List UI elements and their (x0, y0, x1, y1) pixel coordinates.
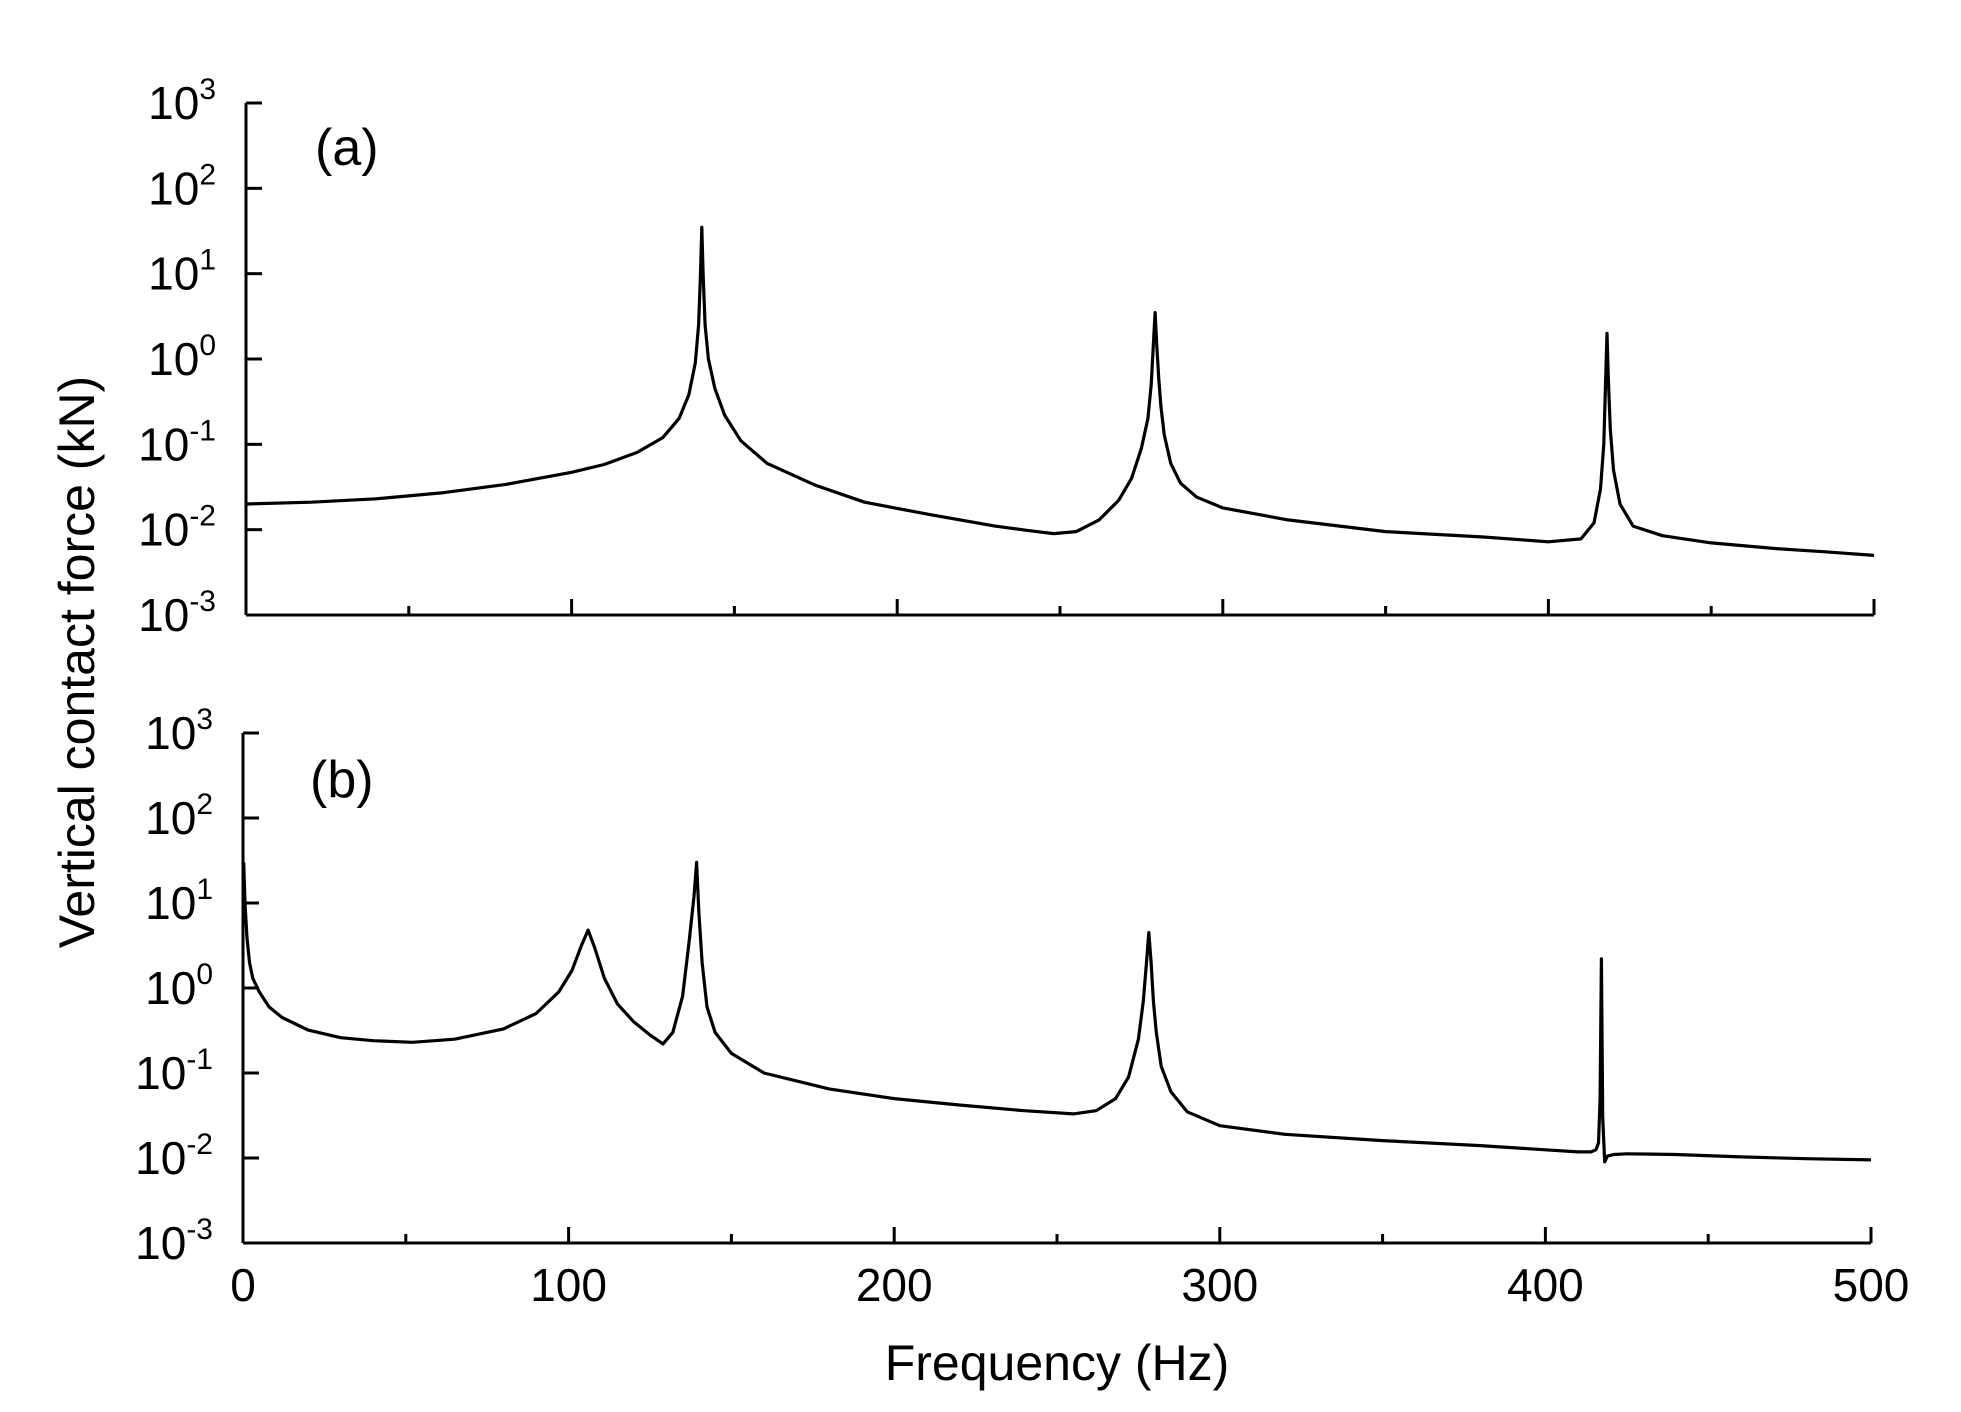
panel-a-label: (a) (315, 119, 379, 177)
panel-b-x-tick-label-0: 0 (230, 1259, 256, 1311)
y-axis-title: Vertical contact force (kN) (49, 376, 105, 948)
panel-b-y-tick-label-2: 101 (145, 873, 213, 929)
panel-a: 103 102 101 100 10-1 10-2 10-3 (a) (138, 73, 1876, 641)
panel-b-series-line (242, 860, 1872, 1164)
panel-a-y-tick-label-5: 10-2 (138, 500, 216, 556)
panel-b-x-ticks: 0 100 200 300 400 500 (230, 1227, 1909, 1311)
panel-b-y-tick-label-4: 10-1 (135, 1043, 213, 1099)
panel-b-label: (b) (310, 751, 374, 809)
panel-b-y-tick-label-5: 10-2 (135, 1128, 213, 1184)
panel-a-y-ticks: 103 102 101 100 10-1 10-2 10-3 (138, 73, 262, 641)
panel-a-x-ticks (244, 599, 1876, 615)
panel-b-y-tick-label-6: 10-3 (135, 1213, 213, 1269)
panel-b-y-tick-label-0: 103 (145, 703, 213, 759)
panel-b-x-tick-label-5: 500 (1833, 1259, 1910, 1311)
panel-b-y-ticks: 103 102 101 100 10-1 10-2 10-3 (135, 703, 259, 1269)
panel-b-y-tick-label-1: 102 (145, 788, 213, 844)
panel-b-x-tick-label-1: 100 (530, 1259, 607, 1311)
x-axis-title: Frequency (Hz) (885, 1335, 1230, 1391)
panel-a-y-tick-label-3: 100 (148, 329, 216, 385)
panel-a-y-tick-label-2: 101 (148, 244, 216, 300)
panel-a-y-tick-label-6: 10-3 (138, 585, 216, 641)
panel-b: 103 102 101 100 10-1 10-2 10-3 0 100 200 300 400 50… (135, 703, 1909, 1391)
panel-b-y-tick-label-3: 100 (145, 958, 213, 1014)
panel-a-y-tick-label-1: 102 (148, 158, 216, 214)
panel-a-y-tick-label-4: 10-1 (138, 414, 216, 470)
panel-a-y-tick-label-0: 103 (148, 73, 216, 129)
panel-a-series-line (245, 225, 1875, 557)
panel-b-x-tick-label-3: 300 (1181, 1259, 1258, 1311)
panel-b-x-tick-label-4: 400 (1507, 1259, 1584, 1311)
panel-b-x-tick-label-2: 200 (856, 1259, 933, 1311)
